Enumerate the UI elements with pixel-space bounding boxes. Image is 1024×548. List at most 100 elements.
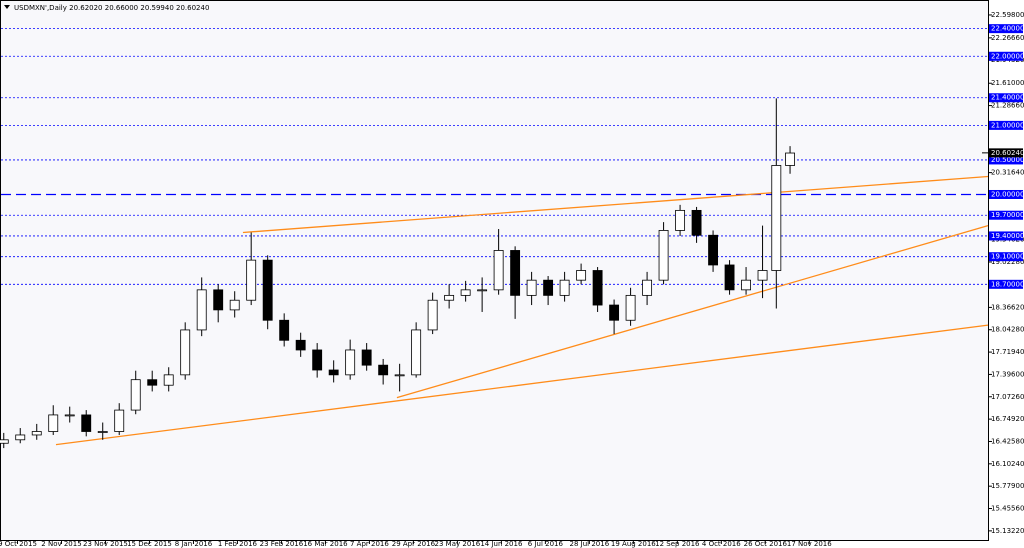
candle-body	[394, 374, 405, 377]
x-tick-label: 1 Feb 2016	[218, 540, 258, 548]
candle-body	[477, 289, 488, 292]
candle-body	[576, 270, 587, 281]
candle-body	[411, 329, 422, 376]
candle-body	[246, 259, 257, 301]
level-label-box	[989, 155, 1023, 165]
candle-body	[361, 349, 372, 366]
level-label: 19.40000	[991, 232, 1024, 240]
candle-body	[526, 279, 537, 296]
y-tick-label: 21.61000	[991, 79, 1024, 87]
trend-line	[242, 175, 989, 234]
y-tick-label: 17.07260	[991, 393, 1024, 401]
candle-body	[609, 304, 620, 321]
x-tick-label: 12 Sep 2016	[655, 540, 700, 548]
candle-body	[312, 349, 323, 371]
y-tick-label: 22.59800	[991, 11, 1024, 19]
x-tick-label: 19 Aug 2016	[611, 540, 656, 548]
candle-body	[427, 299, 438, 331]
x-tick-label: 17 Nov 2016	[787, 540, 832, 548]
y-tick-label: 17.39600	[991, 370, 1024, 378]
x-tick-label: 4 Oct 2016	[702, 540, 741, 548]
last-price-box	[989, 148, 1023, 158]
candle-body	[328, 369, 339, 376]
candle-body	[180, 329, 191, 376]
level-label-box	[989, 120, 1023, 130]
title-marker	[4, 5, 10, 9]
level-label: 19.70000	[991, 211, 1024, 219]
level-label-box	[989, 24, 1023, 34]
candle-body	[295, 339, 306, 351]
x-tick-label: 28 Jul 2016	[570, 540, 610, 548]
candle-body	[345, 349, 356, 376]
candle-body	[229, 299, 240, 311]
x-tick-label: 26 Oct 2016	[744, 540, 788, 548]
x-tick-label: 23 Feb 2016	[260, 540, 304, 548]
x-tick-label: 29 Apr 2016	[392, 540, 436, 548]
candle-body	[642, 279, 653, 296]
last-price-label: 20.60240	[991, 149, 1024, 157]
candle-body	[493, 250, 504, 291]
candle-body	[147, 379, 158, 386]
candle-body	[460, 289, 471, 296]
candle-body	[741, 279, 751, 291]
x-tick-label: 23 Nov 2015	[83, 540, 128, 548]
candle-body	[510, 250, 521, 296]
candle-body	[771, 165, 782, 271]
y-tick-label: 21.28660	[991, 102, 1024, 110]
x-tick-label: 6 Jul 2016	[528, 540, 564, 548]
level-label-box	[989, 189, 1023, 199]
candle-body	[785, 152, 795, 166]
level-label: 18.70000	[991, 280, 1024, 288]
candle-body	[262, 259, 273, 321]
y-tick-label: 16.74920	[991, 415, 1024, 423]
candle-body	[196, 289, 207, 331]
x-tick-label: 14 Jun 2016	[480, 540, 523, 548]
candle-body	[31, 431, 42, 436]
level-label: 20.00000	[991, 190, 1024, 198]
trend-line	[55, 324, 989, 446]
candle-body	[691, 209, 702, 236]
y-tick-label: 22.26660	[991, 34, 1024, 42]
y-tick-label: 18.04280	[991, 326, 1024, 334]
level-label-box	[989, 51, 1023, 61]
y-tick-label: 19.02280	[991, 258, 1024, 266]
level-label: 22.00000	[991, 52, 1024, 60]
y-tick-label: 20.31640	[991, 169, 1024, 177]
candle-body	[444, 294, 455, 301]
level-label: 21.40000	[991, 94, 1024, 102]
candle-body	[213, 289, 224, 311]
level-label-box	[989, 252, 1023, 262]
x-tick-label: 16 Mar 2016	[303, 540, 348, 548]
candle-body	[543, 279, 554, 296]
level-label: 21.00000	[991, 121, 1024, 129]
x-tick-label: 8 Jan 2016	[175, 540, 213, 548]
chart-title: USDMXN',Daily 20.62020 20.66000 20.59940…	[14, 4, 209, 12]
x-tick-label: 9 Oct 2015	[0, 540, 37, 548]
candle-body	[130, 379, 141, 411]
candle-body	[163, 374, 174, 386]
level-label: 22.40000	[991, 25, 1024, 33]
y-tick-label: 18.36620	[991, 303, 1024, 311]
level-label-box	[989, 231, 1023, 241]
y-tick-label: 15.45560	[991, 505, 1024, 513]
candle-body	[592, 270, 603, 306]
candle-body	[64, 414, 75, 417]
candle-body	[625, 294, 636, 321]
candle-body	[658, 230, 669, 281]
candle-body	[114, 409, 125, 432]
x-tick-label: 2 Nov 2015	[41, 540, 81, 548]
candle-body	[81, 414, 92, 432]
level-label-box	[989, 279, 1023, 289]
x-tick-label: 7 Apr 2016	[350, 540, 389, 548]
trend-line	[396, 224, 989, 399]
candle-body	[675, 209, 686, 231]
candle-body	[279, 319, 290, 341]
y-tick-label: 17.71940	[991, 348, 1024, 356]
candle-body	[559, 279, 570, 296]
level-label: 20.50000	[991, 156, 1024, 164]
candle-body	[378, 364, 389, 376]
level-label-box	[989, 210, 1023, 220]
candle-body	[724, 264, 735, 291]
y-tick-label: 16.42580	[991, 437, 1024, 445]
